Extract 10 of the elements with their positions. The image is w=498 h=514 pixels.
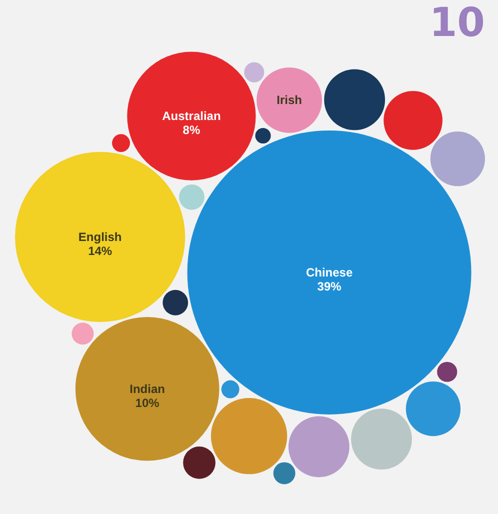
data-label: 10%: [135, 396, 160, 410]
category-label: Irish: [276, 93, 302, 108]
data-label: 8%: [182, 123, 200, 138]
data-label: 14%: [88, 244, 112, 258]
category-label: Indian: [130, 382, 165, 396]
category-label: Australian: [162, 109, 221, 124]
data-label: 39%: [317, 279, 342, 294]
category-label: Chinese: [306, 265, 353, 280]
text: 10: [429, 0, 485, 46]
category-label: English: [78, 230, 122, 244]
